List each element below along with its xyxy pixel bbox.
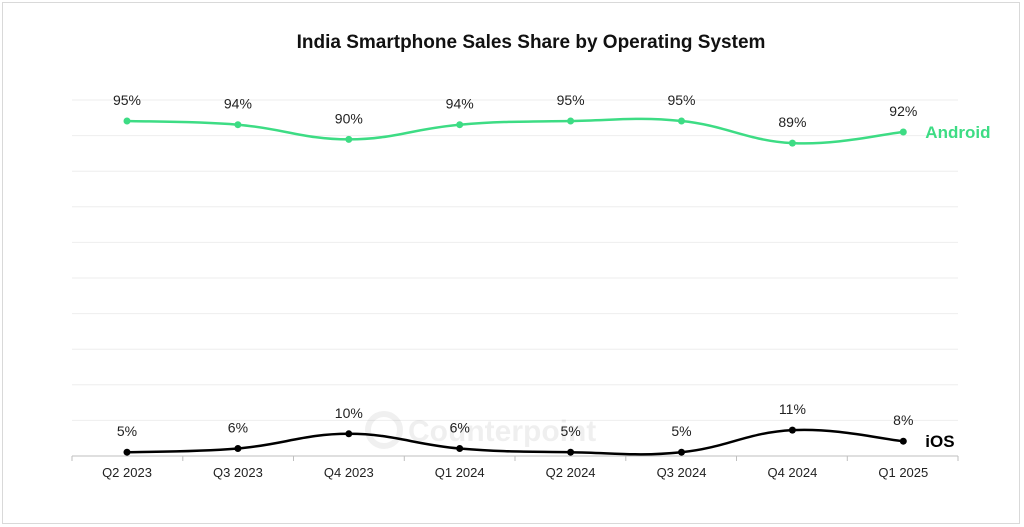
data-label: 95% [667, 92, 695, 108]
watermark-logo-icon [365, 411, 403, 449]
data-label: 92% [889, 103, 917, 119]
x-tick-label: Q4 2024 [767, 465, 817, 480]
data-point [123, 117, 131, 125]
gridlines [72, 99, 958, 421]
data-label: 5% [560, 423, 580, 439]
data-label: 11% [779, 401, 806, 417]
x-tick-label: Q4 2023 [324, 465, 374, 480]
data-point [788, 139, 796, 147]
data-label: 94% [446, 96, 474, 112]
data-point [899, 437, 907, 445]
x-tick-label: Q3 2024 [657, 465, 707, 480]
watermark-text: Counterpoint [408, 415, 596, 448]
data-point [123, 448, 131, 456]
data-point [345, 430, 353, 438]
data-point [456, 121, 464, 129]
data-point [345, 135, 353, 143]
x-tick-label: Q3 2023 [213, 465, 263, 480]
data-point [567, 448, 575, 456]
data-point [678, 117, 685, 125]
data-point [678, 448, 685, 456]
watermark: Counterpoint [365, 411, 596, 449]
data-point [567, 117, 575, 125]
data-label: 8% [893, 412, 913, 428]
series-android: 95% 94% 90% 94% 95% 95% 89% 92% Android [113, 92, 990, 147]
data-label: 6% [228, 420, 248, 436]
x-tick-label: Q1 2024 [435, 465, 485, 480]
x-axis: Q2 2023 Q3 2023 Q4 2023 Q1 2024 Q2 2024 Q3 20… [71, 455, 959, 480]
data-label: 5% [671, 423, 691, 439]
data-label: 90% [335, 110, 363, 126]
data-label: 10% [335, 405, 363, 421]
data-point [234, 121, 242, 129]
data-point [899, 128, 907, 136]
series-layer: 95% 94% 90% 94% 95% 95% 89% 92% Android 5% 6% 10% 6%… [113, 92, 990, 456]
x-tick-label: Q2 2023 [102, 465, 152, 480]
series-line [126, 117, 904, 145]
data-label: 95% [113, 92, 141, 108]
data-label: 5% [117, 423, 137, 439]
data-label: 94% [224, 96, 252, 112]
data-point [456, 445, 464, 452]
data-label: 95% [557, 92, 585, 108]
series-name-label: Android [925, 123, 990, 142]
x-tick-label: Q2 2024 [546, 465, 596, 480]
chart-title: India Smartphone Sales Share by Operatin… [297, 32, 766, 53]
series-line [126, 428, 904, 456]
data-label: 89% [778, 114, 806, 130]
series-ios: 5% 6% 10% 6% 5% 5% 11% 8% iOS [117, 401, 955, 456]
data-label: 6% [450, 420, 470, 436]
series-name-label: iOS [925, 432, 954, 451]
data-point [234, 445, 242, 452]
data-point [788, 426, 796, 434]
x-tick-label: Q1 2025 [878, 465, 928, 480]
